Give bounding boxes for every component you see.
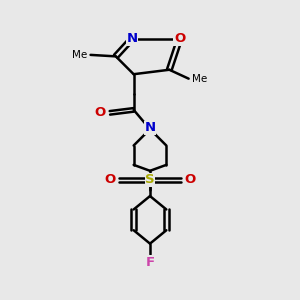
Text: O: O [94,106,105,119]
Text: O: O [105,173,116,186]
Text: N: N [127,32,138,45]
Text: N: N [144,121,156,134]
Text: Me: Me [72,50,88,60]
Text: S: S [145,173,155,186]
Text: Me: Me [192,74,207,84]
Text: F: F [146,256,154,268]
Text: O: O [174,32,185,45]
Text: O: O [184,173,195,186]
